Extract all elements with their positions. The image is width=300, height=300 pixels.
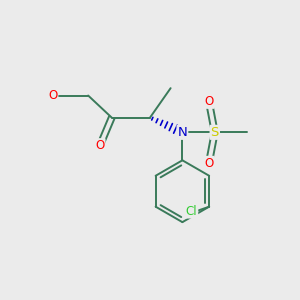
Text: Cl: Cl bbox=[186, 205, 197, 218]
Text: O: O bbox=[204, 95, 214, 108]
Text: O: O bbox=[95, 139, 105, 152]
Text: S: S bbox=[211, 126, 219, 139]
Text: O: O bbox=[204, 157, 214, 170]
Text: O: O bbox=[48, 89, 58, 102]
Text: N: N bbox=[178, 126, 187, 139]
